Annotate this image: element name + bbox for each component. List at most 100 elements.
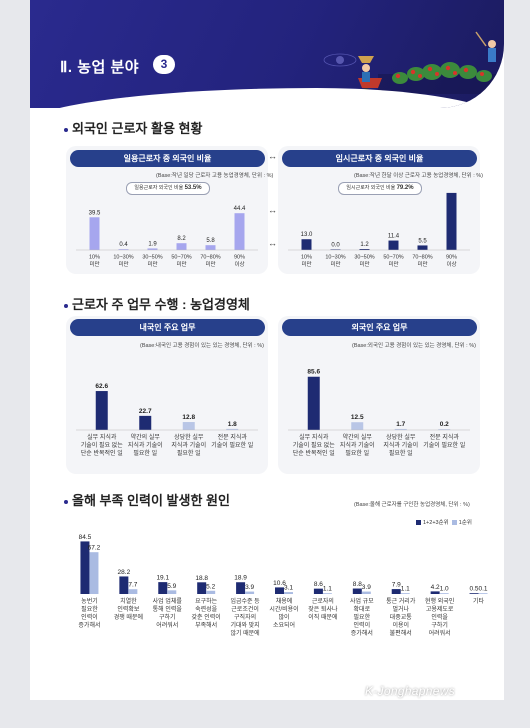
category-label: 50~70% [383, 255, 403, 261]
category-label: 70~80% [412, 255, 432, 261]
bar-value-label: 3.9 [245, 584, 254, 591]
category-label: 경쟁 때문에 [114, 613, 143, 621]
bar-value-label: 18.9 [234, 575, 247, 582]
watermark-text: K-Jonghapnews [365, 684, 455, 698]
swap-arrow-icon: ↔ [268, 151, 277, 161]
bar [400, 593, 410, 594]
section3-legend: 1+2+3순위 1순위 [416, 518, 472, 526]
category-label: 전문 지식과 [430, 433, 460, 441]
category-label: 많이 [278, 613, 289, 621]
section1-right-ratio: 임시근로자 외국인 비율 79.2% [338, 182, 422, 195]
bar-value-label: 1.9 [148, 241, 157, 247]
bar-value-label: 67.2 [88, 545, 101, 552]
bar-value-label: 7.7 [128, 582, 137, 589]
category-label: 증가해서 [78, 621, 100, 629]
section2-title-text: 근로자 주 업무 수행 : 농업경영체 [72, 297, 250, 312]
category-label: 10% [301, 255, 312, 261]
category-label: 인력확보 [117, 605, 140, 613]
bar [89, 217, 100, 250]
bar-value-label: 84.5 [79, 534, 92, 541]
category-label: 단순 반복적인 일 [81, 449, 123, 457]
bar [226, 428, 239, 430]
bar [167, 590, 177, 594]
bar-value-label: 28.2 [118, 569, 131, 576]
category-label: 기술이 필요한 일 [423, 441, 465, 449]
bar-value-label: 0.5 [470, 586, 479, 593]
category-label: 잦은 퇴사나 [308, 605, 338, 613]
section1-title: 외국인 근로자 활용 현황 [64, 118, 202, 137]
category-label: 구하기 [159, 613, 176, 621]
category-label: 이상 [234, 260, 244, 268]
category-label: 인력이 [81, 613, 98, 621]
category-label: 불편해서 [390, 629, 412, 637]
section-bullet-icon [64, 127, 68, 132]
bar [236, 582, 246, 594]
section1-left-note: (Base:작년 일당 근로자 고용 농업경영체, 단위 : %) [156, 173, 274, 179]
bar [313, 588, 323, 594]
bar [359, 249, 370, 250]
section1-left-pill: 일용근로자 중 외국인 비율 [70, 150, 265, 167]
section3-title-text: 올해 부족 인력이 발생한 원인 [72, 493, 230, 508]
category-label: 지식과 기술이 [340, 441, 375, 449]
section-bullet-icon [64, 303, 68, 308]
bar-value-label: 19.1 [156, 575, 169, 582]
category-label: 소요되어 [273, 621, 295, 629]
section3-title: 올해 부족 인력이 발생한 원인 [64, 490, 230, 509]
section-bullet-icon [64, 499, 68, 504]
bar [234, 213, 245, 250]
category-label: 인력을 [431, 613, 448, 621]
category-label: 증가해서 [351, 629, 373, 637]
swap-arrow-icon: ↔ [268, 238, 277, 248]
bar-value-label: 62.6 [95, 383, 108, 390]
category-label: 필요한 [354, 614, 371, 621]
daily-worker-chart: 39.510%미만0.410~30%미만1.930~50%미만8.250~70%… [76, 206, 258, 268]
section2-right-pill: 외국인 주요 업무 [282, 319, 477, 336]
bar-value-label: 1.1 [401, 586, 410, 593]
bar [391, 589, 401, 594]
category-label: 단순 반복적인 일 [293, 449, 335, 457]
bar [351, 422, 364, 430]
category-label: 필요한 일 [345, 449, 369, 457]
bar [80, 541, 90, 594]
category-label: 지식과 기술이 [383, 441, 418, 449]
bar-value-label: 13.0 [301, 232, 313, 238]
category-label: 대중교통 [390, 613, 413, 621]
section1-left-ratio: 일용근로자 외국인 비율 53.5% [126, 182, 210, 195]
bar [139, 415, 152, 430]
category-label: 필요한 일 [389, 449, 413, 457]
legend-swatch-2 [451, 520, 457, 526]
bar [478, 593, 488, 594]
bar-value-label: 10.6 [273, 580, 286, 587]
category-label: 50~70% [171, 255, 191, 261]
category-label: 10~30% [113, 255, 133, 261]
bar [388, 240, 399, 250]
category-label: 확대로 [354, 605, 371, 613]
category-label: 부족해서 [195, 621, 217, 629]
bar-value-label: 0.2 [440, 421, 449, 428]
category-label: 30~50% [142, 255, 162, 261]
category-label: 인력이 [354, 621, 371, 629]
category-label: 전문 지식과 [218, 433, 248, 441]
category-label: 구하기 [431, 621, 448, 629]
section1-left-panel [66, 146, 268, 274]
category-label: 필요한 일 [177, 449, 201, 457]
bar-value-label: 4.2 [431, 584, 440, 591]
category-label: 않기 때문에 [230, 629, 259, 637]
category-label: 지식과 기술이 [171, 441, 206, 449]
category-label: 사업 업체를 [153, 597, 183, 605]
bar [469, 593, 479, 594]
bar [275, 587, 284, 594]
category-label: 고용제도로 [426, 605, 454, 613]
section2-left-note: (Base:내국인 고용 경험이 있는 있는 경영체, 단위 : %) [140, 343, 264, 349]
bar-value-label: 1.0 [440, 586, 449, 593]
section2-left-pill: 내국인 주요 업무 [70, 319, 265, 336]
category-label: 숙련성을 [195, 605, 218, 613]
bar-value-label: 5.5 [418, 238, 427, 244]
category-label: 70~80% [200, 255, 220, 261]
category-label: 기술이 필요한 일 [211, 441, 253, 449]
bar-value-label: 5.8 [206, 238, 215, 244]
bar-value-label: 11.4 [388, 234, 400, 240]
